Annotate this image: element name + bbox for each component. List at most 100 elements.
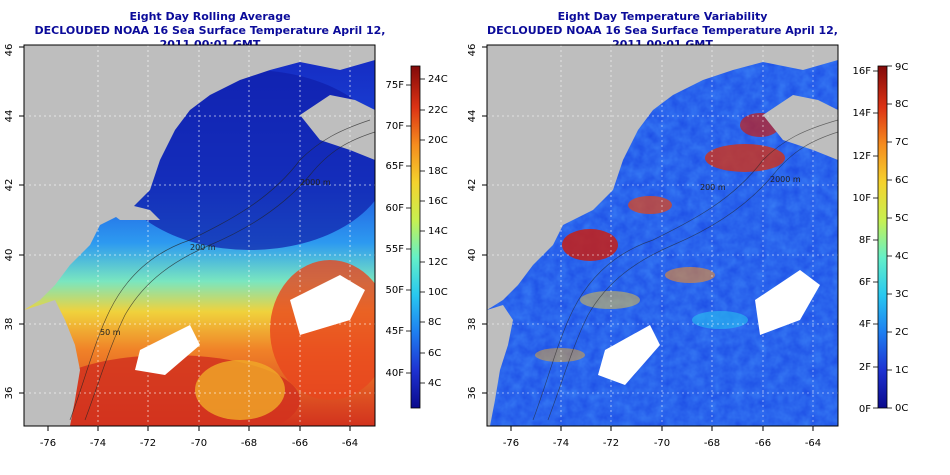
right-axis-ticks (482, 46, 814, 431)
right-cbar-c: 8C (895, 99, 908, 110)
left-ytick: 38 (4, 318, 15, 331)
right-ytick: 36 (467, 387, 478, 400)
right-map: 200 m 2000 m (487, 45, 838, 426)
right-cbar-c: 4C (895, 251, 908, 262)
left-cbar-c: 10C (428, 287, 448, 298)
left-contour-label-3: 2000 m (300, 178, 331, 187)
left-cbar-c: 24C (428, 74, 448, 85)
right-cbar-c: 6C (895, 175, 908, 186)
left-land-south (24, 300, 80, 426)
right-contours (532, 119, 838, 421)
left-cbar-c: 12C (428, 257, 448, 268)
left-title-line1: Eight Day Rolling Average (129, 10, 291, 23)
right-cbar-f: 12F (853, 151, 872, 162)
left-cbar-c: 14C (428, 226, 448, 237)
right-ytick: 42 (467, 179, 478, 192)
left-colorbar-f-labels: 75F 70F 65F 60F 55F 50F 45F 40F (386, 80, 405, 379)
right-nova-scotia (763, 95, 838, 160)
right-cbar-c: 7C (895, 137, 908, 148)
right-cbar-f: 2F (859, 362, 871, 373)
left-xtick: -72 (140, 438, 156, 449)
left-cbar-c: 16C (428, 196, 448, 207)
right-hotspot (580, 291, 640, 309)
left-x-tick-labels: -76 -74 -72 -70 -68 -66 -64 (40, 438, 358, 449)
left-colorbar-c-labels: 24C 22C 20C 18C 16C 14C 12C 10C 8C 6C 4C (428, 74, 448, 389)
right-cbar-c: 5C (895, 213, 908, 224)
right-hotspot (628, 196, 672, 214)
left-cbar-c: 20C (428, 135, 448, 146)
left-axis-ticks (19, 46, 351, 431)
right-cbar-c: 0C (895, 403, 908, 414)
right-xtick: -68 (704, 438, 720, 449)
right-land-south (487, 305, 513, 426)
right-xtick: -72 (603, 438, 619, 449)
right-cbar-f: 4F (859, 319, 871, 330)
right-hotspot (692, 311, 748, 329)
left-ytick: 44 (4, 110, 15, 123)
right-xtick: -74 (553, 438, 569, 449)
left-cloud-mask-2 (135, 325, 200, 375)
right-land-north (487, 45, 838, 310)
left-cbar-f: 75F (386, 80, 405, 91)
right-title-line1: Eight Day Temperature Variability (557, 10, 768, 23)
right-colorbar-f-labels: 16F 14F 12F 10F 8F 6F 4F 2F 0F (853, 66, 872, 415)
right-hotspot (665, 267, 715, 283)
left-colorbar (410, 65, 421, 409)
left-cloud-mask-1 (290, 275, 365, 335)
left-xtick: -70 (191, 438, 207, 449)
left-cbar-f: 50F (386, 285, 405, 296)
right-cbar-f: 0F (859, 404, 871, 415)
left-cbar-c: 18C (428, 166, 448, 177)
left-xtick: -66 (292, 438, 308, 449)
right-x-tick-labels: -76 -74 -72 -70 -68 -66 -64 (503, 438, 821, 449)
right-colorbar-c-labels: 9C 8C 7C 6C 5C 4C 3C 2C 1C 0C (895, 62, 908, 414)
left-cbar-f: 45F (386, 326, 405, 337)
left-cbar-f: 65F (386, 161, 405, 172)
right-xtick: -76 (503, 438, 519, 449)
right-cbar-f: 6F (859, 277, 871, 288)
left-map: 50 m 200 m 2000 m (24, 45, 375, 426)
left-ytick: 36 (4, 387, 15, 400)
right-cbar-f: 16F (853, 66, 872, 77)
right-xtick: -66 (755, 438, 771, 449)
left-nova-scotia (300, 95, 375, 160)
right-ytick: 46 (467, 44, 478, 57)
right-cbar-c: 3C (895, 289, 908, 300)
right-hotspot (562, 229, 618, 261)
right-contour-label-2: 2000 m (770, 175, 801, 184)
left-contour-label-1: 50 m (100, 328, 121, 337)
right-hotspot (705, 144, 785, 172)
left-ytick: 46 (4, 44, 15, 57)
left-long-island (100, 205, 160, 220)
left-contours (69, 119, 375, 421)
left-xtick: -68 (241, 438, 257, 449)
left-xtick: -74 (90, 438, 106, 449)
left-xtick: -64 (342, 438, 358, 449)
right-cloud-mask-2 (598, 325, 660, 385)
left-cbar-f: 60F (386, 203, 405, 214)
right-cbar-f: 8F (859, 235, 871, 246)
right-xtick: -64 (805, 438, 821, 449)
right-ytick: 40 (467, 249, 478, 262)
left-cbar-c: 8C (428, 317, 441, 328)
right-cbar-f: 10F (853, 193, 872, 204)
left-cbar-f: 40F (386, 368, 405, 379)
left-eddy (195, 360, 285, 420)
left-land-north (24, 45, 375, 310)
left-ytick: 42 (4, 179, 15, 192)
right-ytick: 38 (467, 318, 478, 331)
right-cbar-f: 14F (853, 108, 872, 119)
right-cbar-c: 9C (895, 62, 908, 73)
right-contour-label-1: 200 m (700, 183, 726, 192)
right-hotspot (535, 348, 585, 362)
left-cbar-c: 22C (428, 105, 448, 116)
left-xtick: -76 (40, 438, 56, 449)
left-y-tick-labels: 36 38 40 42 44 46 (4, 44, 15, 400)
left-cbar-c: 6C (428, 348, 441, 359)
right-xtick: -70 (654, 438, 670, 449)
right-cloud-mask-1 (755, 270, 820, 335)
right-ytick: 44 (467, 110, 478, 123)
right-colorbar-ticks (873, 65, 892, 409)
